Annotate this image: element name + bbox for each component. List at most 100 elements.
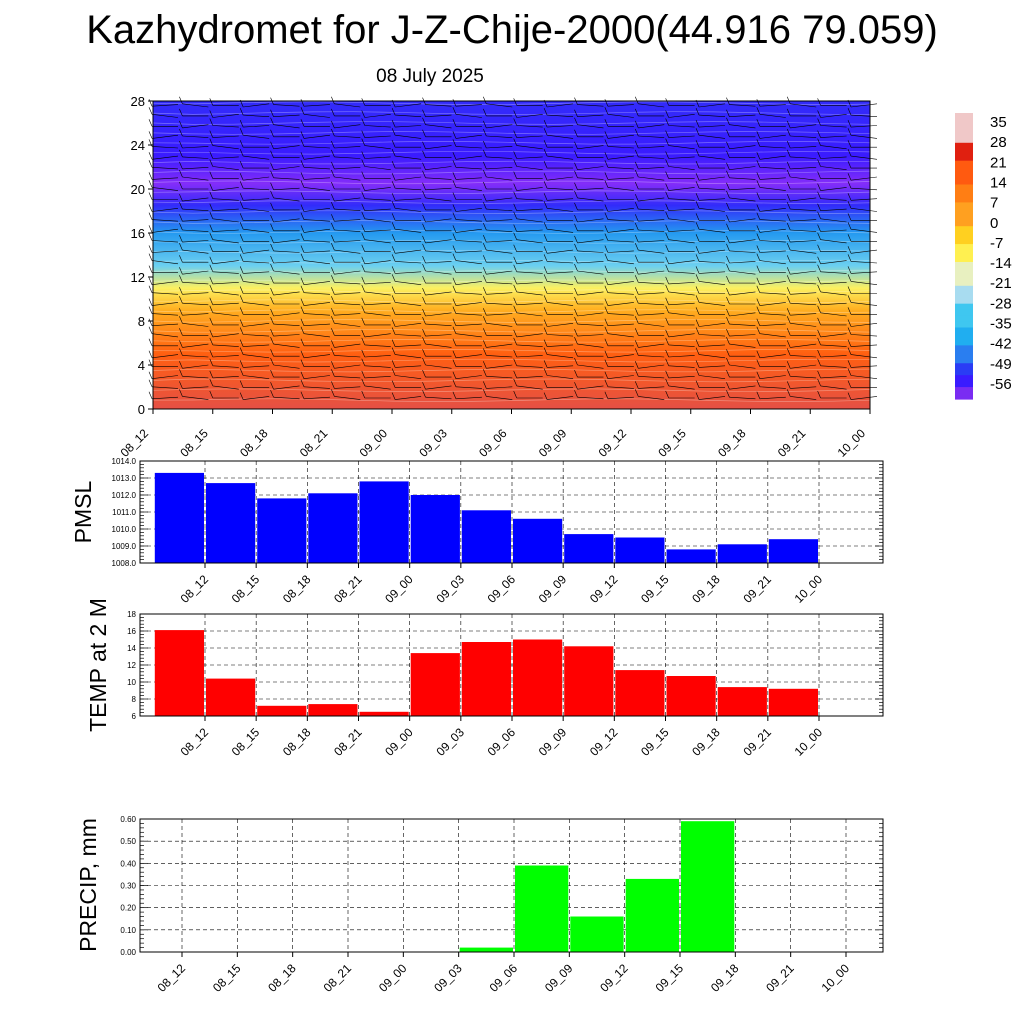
wind-barb-flag <box>483 316 487 324</box>
wind-barb-flag <box>543 274 548 282</box>
wind-barb-flag <box>695 128 700 136</box>
wind-barb <box>151 354 179 359</box>
wind-barb <box>364 166 391 170</box>
wind-barb-flag <box>817 349 821 358</box>
wind-barb-flag <box>239 274 244 282</box>
wind-barb-flag <box>604 306 609 314</box>
wind-barb <box>334 343 361 348</box>
wind-barb-flag <box>695 193 700 201</box>
wind-barb-flag <box>695 380 700 388</box>
wind-barb <box>151 134 179 139</box>
wind-barb <box>273 312 300 317</box>
colorbar-cell <box>955 369 973 376</box>
colorbar-cell <box>955 381 973 388</box>
y-axis-label: PMSL <box>70 480 96 543</box>
wind-barb <box>425 145 452 150</box>
wind-barb-flag <box>209 390 214 399</box>
wind-barb <box>364 198 391 201</box>
wind-barb-flag <box>361 232 366 240</box>
wind-barb <box>151 155 179 160</box>
wind-barb <box>273 239 300 244</box>
wind-barb-flag <box>391 347 396 355</box>
wind-barb-flag <box>270 214 274 223</box>
wind-barb-flag <box>543 148 548 157</box>
wind-barb-flag <box>604 131 609 139</box>
wind-barb <box>455 354 482 359</box>
wind-barb-flag <box>331 296 335 304</box>
wind-barb-flag <box>422 308 426 317</box>
wind-barb-flag <box>331 96 335 104</box>
wind-barb <box>303 396 330 400</box>
wind-barb <box>638 103 665 108</box>
wind-barb <box>759 177 786 180</box>
wind-barb-flag <box>847 181 852 189</box>
wind-barb <box>425 385 452 390</box>
wind-barb <box>850 302 878 306</box>
wind-barb <box>243 344 270 347</box>
wind-barb <box>455 146 482 149</box>
wind-barb <box>790 323 817 327</box>
wind-barb <box>547 103 574 108</box>
wind-barb <box>455 228 482 233</box>
y-tick-label: 28 <box>131 94 145 109</box>
wind-barb-flag <box>756 152 761 160</box>
wind-barb <box>395 125 422 128</box>
wind-barb-flag <box>695 274 700 282</box>
wind-barb <box>850 344 878 347</box>
wind-barb <box>395 198 422 201</box>
wind-barb <box>820 145 847 150</box>
wind-barb-flag <box>726 369 730 378</box>
wind-barb <box>486 229 513 232</box>
wind-barb <box>273 177 300 180</box>
wind-barb <box>151 167 179 170</box>
wind-barb-flag <box>361 171 366 179</box>
wind-barb-flag <box>331 369 335 377</box>
wind-barb <box>577 270 604 275</box>
wind-barb <box>364 218 391 223</box>
colorbar-cell <box>955 154 973 162</box>
wind-barb-flag <box>665 337 669 346</box>
wind-barb <box>790 219 817 222</box>
wind-barb <box>668 376 695 379</box>
wind-barb <box>395 281 422 285</box>
wind-barb <box>364 355 391 358</box>
wind-barb-flag <box>300 253 305 261</box>
wind-barb-flag <box>483 348 487 356</box>
wind-barb <box>334 219 361 222</box>
wind-barb <box>577 177 604 180</box>
wind-barb-flag <box>786 214 791 222</box>
wind-barb <box>759 240 786 243</box>
wind-barb <box>455 333 482 338</box>
wind-barb-flag <box>361 337 366 346</box>
wind-barb <box>303 187 330 191</box>
wind-barb <box>303 208 330 212</box>
wind-barb-flag <box>726 235 730 244</box>
wind-barb-flag <box>513 203 517 211</box>
bar <box>570 916 624 952</box>
wind-barb-flag <box>422 382 426 390</box>
wind-barb-flag <box>483 181 487 190</box>
wind-barb <box>699 281 726 285</box>
wind-barb <box>668 166 695 170</box>
wind-barb-flag <box>391 295 396 303</box>
wind-barb <box>850 261 878 264</box>
wind-barb-flag <box>604 212 609 220</box>
wind-barb <box>577 312 604 317</box>
wind-barb <box>243 396 270 400</box>
wind-barb-flag <box>543 368 548 376</box>
y-tick-label: 12 <box>127 661 136 670</box>
wind-barb <box>212 376 239 379</box>
colorbar-cell <box>955 309 973 317</box>
wind-barb <box>212 229 239 232</box>
wind-barb <box>303 240 330 243</box>
wind-barb <box>303 146 330 149</box>
wind-barb <box>303 302 330 306</box>
wind-barb <box>395 134 422 139</box>
wind-barb-flag <box>604 192 609 200</box>
wind-barb-flag <box>726 214 730 223</box>
x-tick-label: 08_15 <box>177 426 211 460</box>
wind-barb <box>850 396 878 400</box>
wind-barb <box>759 114 786 118</box>
wind-barb <box>243 103 270 108</box>
wind-barb-flag <box>452 298 457 306</box>
